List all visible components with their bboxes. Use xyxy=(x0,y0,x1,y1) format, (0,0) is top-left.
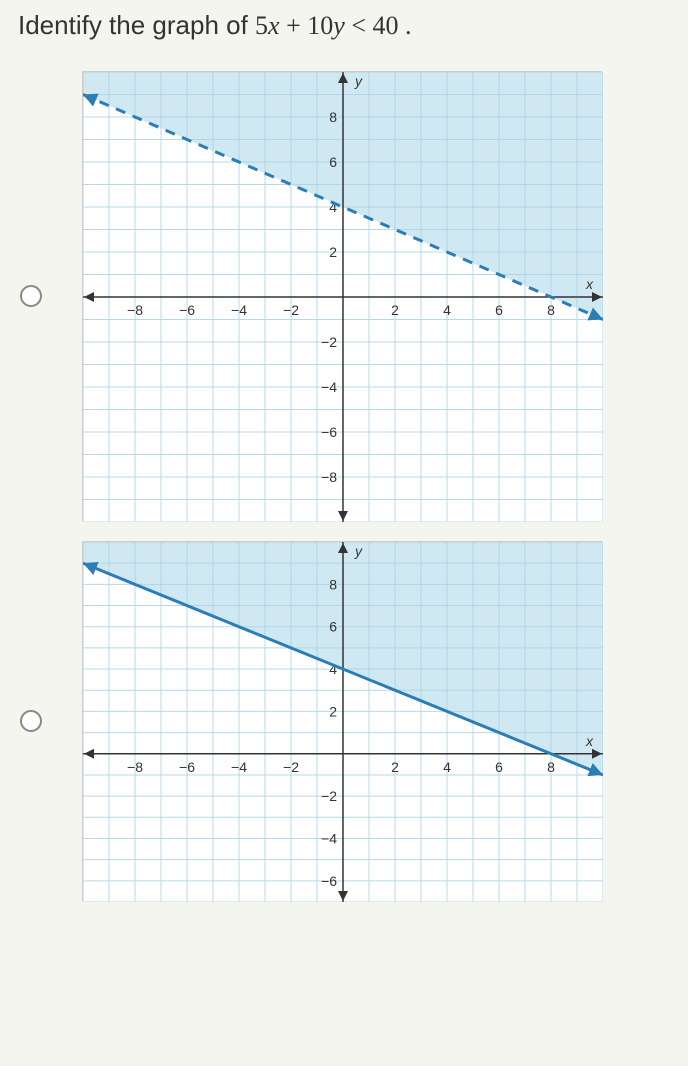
svg-text:−4: −4 xyxy=(321,830,337,846)
svg-text:4: 4 xyxy=(443,759,451,775)
question-prefix: Identify the graph of xyxy=(18,10,255,40)
svg-text:−8: −8 xyxy=(127,302,143,318)
svg-text:2: 2 xyxy=(329,703,337,719)
svg-text:8: 8 xyxy=(329,109,337,125)
svg-text:6: 6 xyxy=(329,619,337,635)
radio-button[interactable] xyxy=(20,710,42,732)
svg-text:x: x xyxy=(585,733,594,749)
svg-text:−6: −6 xyxy=(321,424,337,440)
svg-text:y: y xyxy=(354,73,363,89)
svg-text:−6: −6 xyxy=(179,759,195,775)
question-expression: 5x + 10y < 40 . xyxy=(255,11,411,40)
graph-1: −8−6−4−22468−8−6−4−22468yx xyxy=(82,71,602,521)
svg-text:−8: −8 xyxy=(321,469,337,485)
svg-text:−2: −2 xyxy=(321,334,337,350)
svg-text:6: 6 xyxy=(495,302,503,318)
svg-text:x: x xyxy=(585,276,594,292)
svg-text:8: 8 xyxy=(547,759,555,775)
svg-text:8: 8 xyxy=(547,302,555,318)
svg-text:−4: −4 xyxy=(321,379,337,395)
option-2[interactable]: −8−6−4−22468−6−4−22468yx xyxy=(10,541,678,901)
svg-text:−8: −8 xyxy=(127,759,143,775)
svg-text:−2: −2 xyxy=(283,759,299,775)
svg-text:−6: −6 xyxy=(321,873,337,889)
svg-text:2: 2 xyxy=(391,759,399,775)
option-1[interactable]: −8−6−4−22468−8−6−4−22468yx xyxy=(10,71,678,521)
svg-text:4: 4 xyxy=(443,302,451,318)
svg-text:−2: −2 xyxy=(321,788,337,804)
svg-text:2: 2 xyxy=(329,244,337,260)
svg-text:8: 8 xyxy=(329,576,337,592)
svg-text:−4: −4 xyxy=(231,759,247,775)
svg-text:y: y xyxy=(354,543,363,559)
question-text: Identify the graph of 5x + 10y < 40 . xyxy=(10,10,678,41)
svg-text:−6: −6 xyxy=(179,302,195,318)
svg-text:6: 6 xyxy=(495,759,503,775)
svg-text:2: 2 xyxy=(391,302,399,318)
svg-text:−2: −2 xyxy=(283,302,299,318)
graph-2: −8−6−4−22468−6−4−22468yx xyxy=(82,541,602,901)
svg-text:6: 6 xyxy=(329,154,337,170)
radio-button[interactable] xyxy=(20,285,42,307)
svg-text:−4: −4 xyxy=(231,302,247,318)
